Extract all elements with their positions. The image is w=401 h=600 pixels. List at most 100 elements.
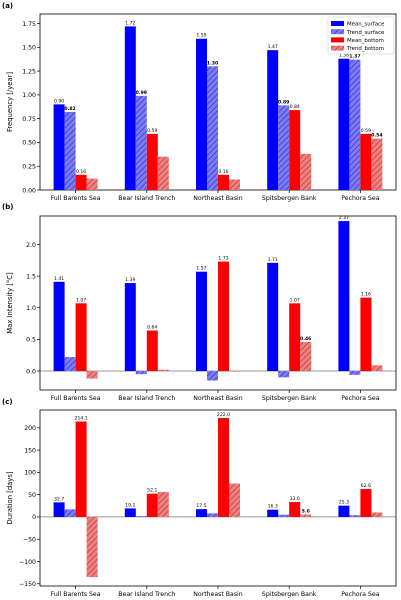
bar-trend-surface bbox=[135, 371, 147, 375]
data-label: 1.16 bbox=[361, 292, 371, 298]
bar-mean-bottom bbox=[289, 303, 301, 372]
data-label: 1.38 bbox=[339, 53, 349, 59]
x-tick-label: Pechora Sea bbox=[341, 395, 379, 402]
bar-mean-surface bbox=[267, 509, 279, 517]
bar-mean-surface bbox=[196, 38, 207, 190]
y-tick-label: 0.00 bbox=[22, 187, 36, 194]
x-tick-label: Spitsbergen Bank bbox=[262, 195, 317, 202]
bar-mean-surface bbox=[53, 502, 65, 517]
y-axis-label: Duration [days] bbox=[6, 471, 14, 524]
y-tick-label: 150 bbox=[24, 447, 36, 454]
x-tick-label: Bear Island Trench bbox=[118, 591, 175, 598]
bar-trend-bottom bbox=[86, 371, 98, 379]
y-tick-label: 1.25 bbox=[22, 68, 36, 75]
legend: Mean_surface Trend_surface Mean_bottom Tren… bbox=[327, 16, 395, 55]
x-tick-label: Full Barents Sea bbox=[51, 395, 101, 402]
bar-mean-surface bbox=[196, 271, 207, 372]
bar-trend-surface bbox=[349, 59, 361, 191]
data-label: 62.6 bbox=[361, 483, 371, 489]
bar-trend-surface bbox=[278, 514, 290, 517]
bar-trend-bottom bbox=[300, 514, 312, 517]
legend-box bbox=[327, 16, 395, 55]
data-label: 1.57 bbox=[196, 266, 206, 272]
data-label: 2.37 bbox=[339, 215, 349, 221]
data-label: 222.0 bbox=[217, 412, 230, 418]
bar-trend-bottom bbox=[157, 491, 169, 517]
data-label: 1.47 bbox=[268, 44, 278, 50]
data-label: 0.64 bbox=[147, 325, 157, 331]
data-label: 0.82 bbox=[64, 106, 75, 112]
y-tick-label: 0.0 bbox=[26, 368, 36, 375]
y-tick-label: 0.25 bbox=[22, 164, 36, 171]
bar-trend-surface bbox=[64, 357, 76, 372]
bar-trend-bottom bbox=[371, 365, 383, 372]
bar-trend-surface bbox=[349, 515, 361, 517]
y-tick-label: 50 bbox=[28, 492, 36, 499]
chart-panel-2: (b) 0.0 0.5 1.0 1.5 2.0 Max Intensity [°C] Full… bbox=[2, 203, 397, 402]
y-tick-label: 100 bbox=[24, 470, 36, 477]
data-label: 1.72 bbox=[125, 20, 135, 26]
data-label: 16.3 bbox=[268, 504, 278, 510]
bar-mean-surface bbox=[267, 50, 279, 190]
y-tick-label: 1.50 bbox=[22, 45, 36, 52]
y-tick-label: 0.50 bbox=[22, 140, 36, 147]
y-axis-label: Frequency [/year] bbox=[6, 72, 14, 132]
data-label: 1.07 bbox=[76, 297, 86, 303]
bar-mean-surface bbox=[267, 262, 279, 372]
bar-mean-bottom bbox=[218, 174, 229, 190]
bar-mean-bottom bbox=[146, 493, 158, 517]
chart-panel-1: (a) 0.00 0.25 0.50 0.75 1.00 1.25 1.50 1.75 Frequ… bbox=[2, 2, 397, 202]
data-label: 0.16 bbox=[218, 169, 228, 175]
bar-mean-bottom bbox=[360, 489, 372, 517]
bar-trend-bottom bbox=[157, 156, 169, 190]
bar-trend-bottom bbox=[371, 138, 383, 190]
data-label: 1.39 bbox=[125, 277, 135, 283]
bar-trend-bottom bbox=[86, 178, 98, 190]
panel-label: (b) bbox=[2, 203, 13, 211]
legend-swatch bbox=[331, 21, 344, 26]
bar-mean-bottom bbox=[218, 418, 229, 517]
y-tick-label: −50 bbox=[23, 537, 36, 544]
bar-trend-surface bbox=[207, 66, 218, 190]
data-label: 0.59 bbox=[147, 128, 157, 134]
data-label: 1.73 bbox=[218, 256, 228, 262]
bar-trend-surface bbox=[135, 516, 147, 517]
bar-trend-bottom bbox=[371, 512, 383, 517]
bar-mean-surface bbox=[196, 509, 207, 517]
bar-mean-surface bbox=[124, 26, 136, 190]
data-label: 1.37 bbox=[349, 54, 360, 60]
data-label: 1.07 bbox=[290, 297, 300, 303]
bar-trend-surface bbox=[207, 371, 218, 381]
data-label: 17.5 bbox=[196, 503, 206, 509]
chart-panel-3: (c) −150 −100 −50 0 50 100 150 200 Duration [days… bbox=[2, 398, 397, 598]
bar-trend-bottom bbox=[300, 341, 312, 372]
data-label: 32.7 bbox=[54, 496, 64, 502]
panel-label: (a) bbox=[2, 2, 13, 10]
bar-trend-bottom bbox=[229, 483, 240, 517]
bar-trend-bottom bbox=[86, 516, 98, 578]
panel-label: (c) bbox=[2, 398, 13, 406]
data-label: 1.71 bbox=[268, 257, 278, 263]
x-tick-label: Full Barents Sea bbox=[51, 591, 101, 598]
data-label: 1.59 bbox=[196, 33, 206, 39]
bar-trend-surface bbox=[278, 371, 290, 378]
y-tick-label: 200 bbox=[24, 425, 36, 432]
y-tick-label: −100 bbox=[19, 559, 36, 566]
bar-trend-bottom bbox=[229, 371, 240, 372]
bar-trend-bottom bbox=[157, 369, 169, 372]
data-label: 0.84 bbox=[290, 104, 300, 110]
bar-mean-bottom bbox=[75, 174, 87, 190]
legend-entry: Trend_bottom bbox=[346, 46, 384, 52]
bar-mean-bottom bbox=[146, 133, 158, 190]
y-axis-label: Max Intensity [°C] bbox=[6, 272, 14, 334]
bar-mean-surface bbox=[338, 505, 350, 517]
legend-entry: Mean_surface bbox=[347, 22, 385, 28]
bar-trend-surface bbox=[64, 509, 76, 517]
bar-mean-bottom bbox=[360, 297, 372, 372]
data-label: 52.1 bbox=[147, 488, 157, 494]
data-label: 0.99 bbox=[136, 90, 147, 96]
data-label: 0.54 bbox=[371, 133, 382, 139]
y-tick-label: 1.5 bbox=[26, 273, 36, 280]
data-label: 5.6 bbox=[302, 508, 310, 514]
